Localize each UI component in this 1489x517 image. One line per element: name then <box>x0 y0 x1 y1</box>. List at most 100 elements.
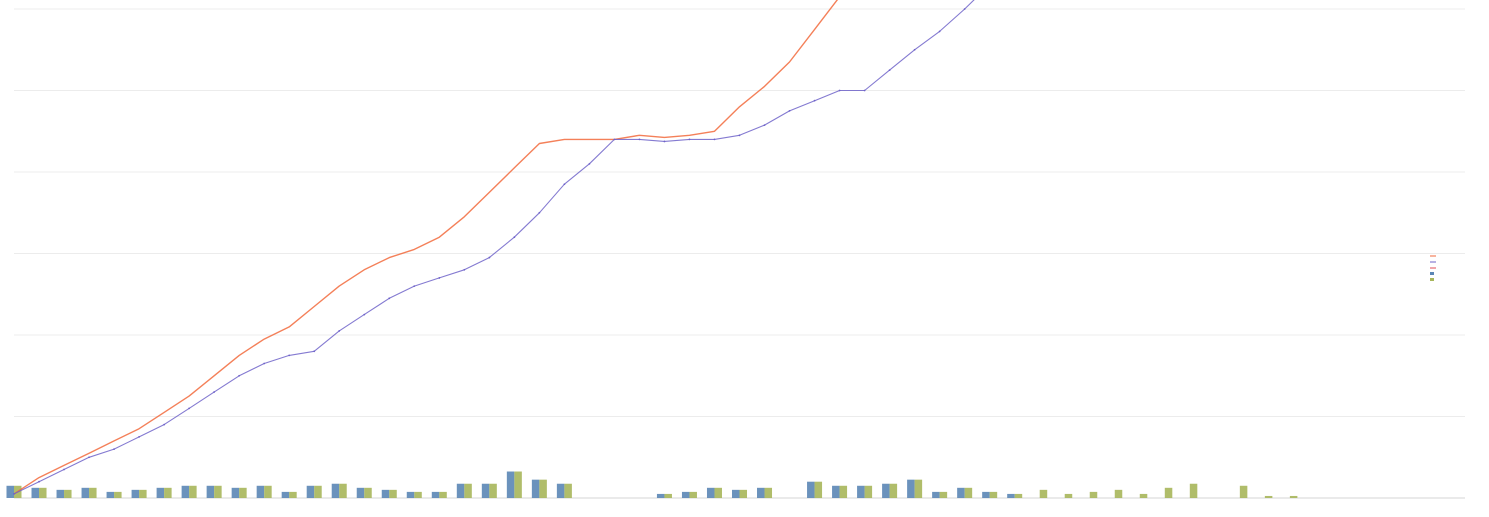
bar <box>31 487 40 498</box>
bar <box>281 491 290 498</box>
bar <box>439 491 447 498</box>
bar <box>39 487 47 498</box>
bar <box>389 489 397 498</box>
bar <box>564 483 572 498</box>
bar <box>939 491 948 498</box>
bar <box>189 485 197 498</box>
data-point <box>338 330 341 332</box>
bar <box>514 471 522 498</box>
data-point <box>238 374 241 377</box>
bar <box>839 485 848 498</box>
bar <box>1289 495 1298 498</box>
bar <box>1239 485 1248 498</box>
bar <box>907 479 915 498</box>
data-point <box>763 124 766 127</box>
bar <box>889 483 898 498</box>
gridlines <box>14 8 1465 499</box>
bar <box>757 487 765 498</box>
bar <box>882 483 890 498</box>
data-point <box>213 391 216 393</box>
bars <box>6 471 1298 498</box>
bar <box>231 487 240 498</box>
bar <box>114 491 122 498</box>
data-point <box>313 350 316 353</box>
bar <box>706 487 715 498</box>
data-point <box>813 99 816 102</box>
bar <box>364 487 372 498</box>
series-line <box>13 0 839 495</box>
bar <box>206 485 215 498</box>
bar <box>56 489 65 498</box>
bar <box>264 485 272 498</box>
bar <box>464 483 472 498</box>
data-point <box>688 138 691 141</box>
data-point <box>713 138 716 141</box>
bar <box>731 489 740 498</box>
bar <box>982 491 990 498</box>
data-point <box>538 211 541 214</box>
data-point <box>563 183 566 186</box>
data-point <box>263 362 266 365</box>
bar <box>164 487 172 498</box>
bar <box>6 485 14 498</box>
bar <box>1189 483 1198 498</box>
data-point <box>113 448 115 450</box>
data-point <box>738 134 741 137</box>
bar <box>406 491 415 498</box>
data-point <box>188 407 191 410</box>
data-point <box>613 138 616 141</box>
bar <box>914 479 923 498</box>
legend <box>1430 255 1436 281</box>
bar <box>814 481 823 498</box>
series-points <box>13 8 966 495</box>
bar <box>664 493 672 498</box>
bar <box>356 487 365 498</box>
data-point <box>438 277 441 279</box>
bar <box>181 485 190 498</box>
data-point <box>838 89 841 92</box>
data-point <box>163 423 166 426</box>
data-point <box>588 162 591 165</box>
bar <box>289 491 297 498</box>
bar <box>481 483 490 498</box>
bar <box>964 487 973 498</box>
bar <box>431 491 440 498</box>
bar <box>1164 487 1173 498</box>
bar <box>506 471 515 498</box>
bar <box>989 491 998 498</box>
bar <box>539 479 547 498</box>
bar <box>156 487 165 498</box>
bar <box>1014 493 1023 498</box>
bar <box>857 485 865 498</box>
bar <box>106 491 115 498</box>
bar <box>214 485 222 498</box>
data-point <box>88 456 90 459</box>
bar <box>456 483 465 498</box>
bar <box>1114 489 1123 498</box>
bar <box>239 487 247 498</box>
bar <box>489 483 497 498</box>
data-point <box>888 69 891 72</box>
data-point <box>488 256 491 259</box>
bar <box>957 487 965 498</box>
bar <box>1064 493 1073 498</box>
legend-swatch <box>1430 278 1434 281</box>
data-point <box>788 109 791 112</box>
bar <box>81 487 90 498</box>
data-point <box>663 140 666 143</box>
bar <box>331 483 340 498</box>
data-point <box>413 285 416 287</box>
bar <box>689 491 697 498</box>
bar <box>64 489 72 498</box>
bar <box>864 485 873 498</box>
data-point <box>63 468 65 471</box>
bar <box>89 487 97 498</box>
data-point <box>513 236 516 239</box>
bar <box>681 491 690 498</box>
series-lines <box>13 0 975 495</box>
bar <box>314 485 322 498</box>
bar <box>1139 493 1148 498</box>
bar <box>531 479 540 498</box>
data-point <box>388 297 391 300</box>
